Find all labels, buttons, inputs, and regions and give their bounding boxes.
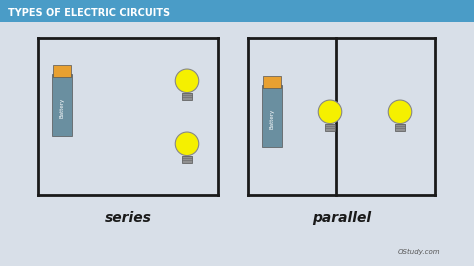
FancyBboxPatch shape xyxy=(53,65,71,77)
Text: Battery: Battery xyxy=(60,98,64,118)
Text: OStudy.com: OStudy.com xyxy=(397,249,440,255)
Circle shape xyxy=(318,100,342,124)
Bar xyxy=(325,124,335,131)
Text: series: series xyxy=(105,211,151,225)
FancyBboxPatch shape xyxy=(52,74,72,136)
Circle shape xyxy=(388,100,412,124)
Circle shape xyxy=(175,132,199,156)
Text: TYPES OF ELECTRIC CIRCUITS: TYPES OF ELECTRIC CIRCUITS xyxy=(8,8,170,18)
Text: parallel: parallel xyxy=(312,211,372,225)
FancyBboxPatch shape xyxy=(263,76,281,88)
Text: Battery: Battery xyxy=(270,109,274,129)
Circle shape xyxy=(175,69,199,93)
Bar xyxy=(395,124,405,131)
Bar xyxy=(182,156,192,163)
FancyBboxPatch shape xyxy=(262,85,282,147)
FancyBboxPatch shape xyxy=(0,0,474,22)
Bar xyxy=(182,93,192,99)
